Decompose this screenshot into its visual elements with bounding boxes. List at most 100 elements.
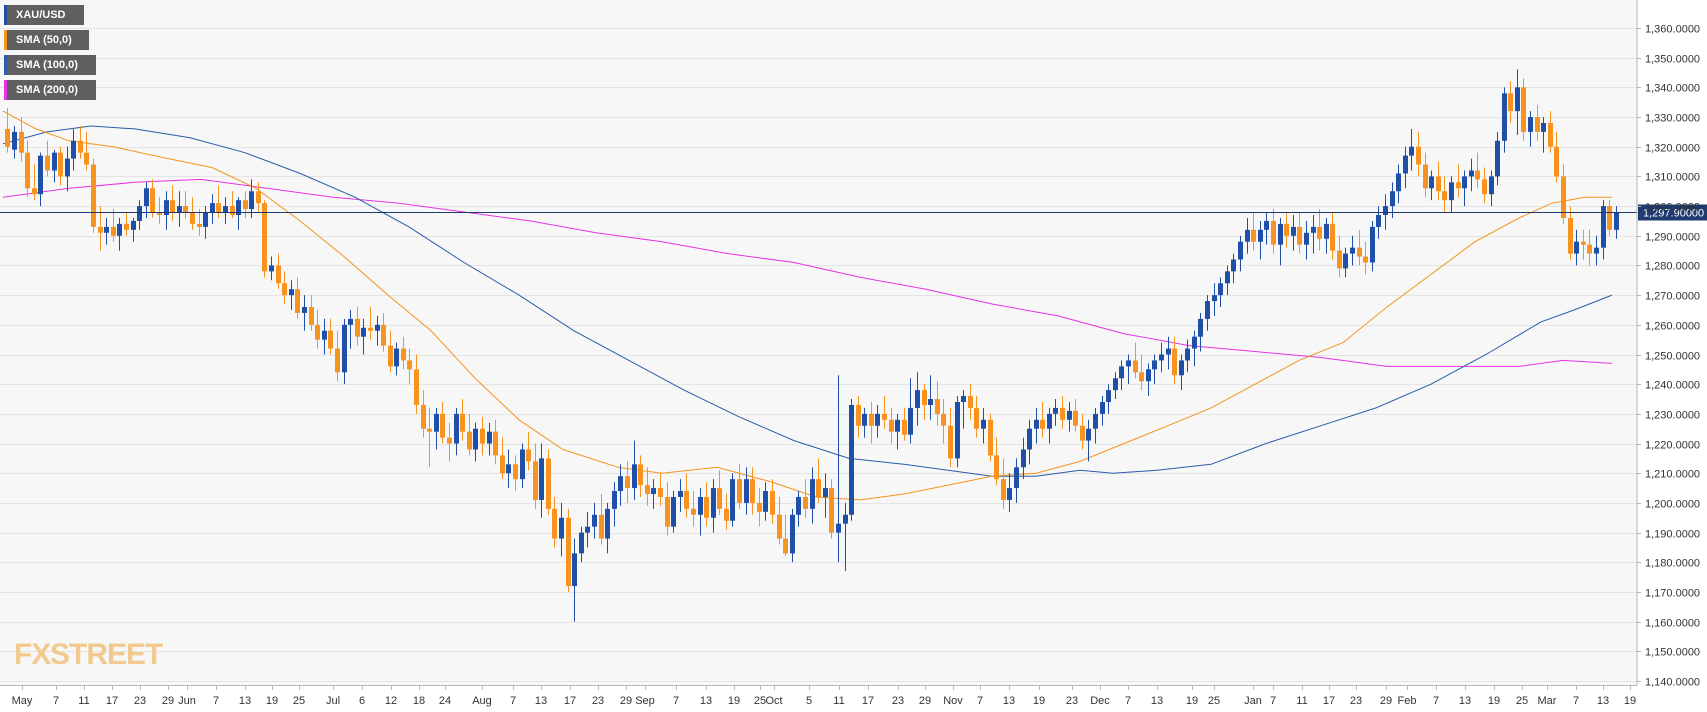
x-tick-label: Jul: [326, 695, 340, 707]
candle: [104, 217, 109, 245]
candle: [1212, 283, 1217, 316]
candle-body: [1126, 360, 1131, 367]
candle-body: [994, 455, 999, 480]
candle: [612, 482, 617, 527]
candle-body: [974, 407, 979, 429]
candle: [816, 458, 821, 503]
sma-200-line: [2, 178, 1613, 367]
candle-body: [605, 508, 610, 539]
candle-body: [816, 479, 821, 497]
candle: [902, 407, 907, 441]
candle-body: [401, 348, 406, 361]
candle-body: [783, 538, 788, 554]
grid: [0, 28, 1637, 682]
candle: [1139, 354, 1144, 391]
candle: [262, 200, 267, 278]
candle: [1021, 437, 1026, 480]
candle: [882, 396, 887, 429]
candle: [1469, 158, 1474, 192]
y-tick-label: 1,160.0000: [1645, 618, 1700, 630]
candle-body: [684, 491, 689, 509]
x-tick-label: Jan: [1244, 695, 1262, 707]
candle: [1601, 200, 1606, 260]
legend-label: XAU/USD: [16, 9, 66, 21]
candle-body: [618, 476, 623, 492]
candle-body: [750, 479, 755, 503]
legend-item[interactable]: SMA (200,0): [4, 80, 96, 100]
candle-body: [1429, 176, 1434, 189]
candle-body: [1554, 146, 1559, 177]
legend-item[interactable]: SMA (50,0): [4, 30, 89, 50]
y-tick-label: 1,360.0000: [1645, 24, 1700, 36]
x-tick-label: 7: [1125, 695, 1131, 707]
candle: [994, 437, 999, 486]
candle: [658, 473, 663, 506]
candle-body: [638, 464, 643, 486]
candle-body: [513, 464, 518, 480]
candle: [421, 390, 426, 438]
candle: [671, 491, 676, 533]
candle-body: [1423, 164, 1428, 189]
legend-item[interactable]: SMA (100,0): [4, 55, 96, 75]
candle-body: [348, 318, 353, 325]
candle-body: [843, 514, 848, 524]
candle: [1594, 235, 1599, 266]
candle-body: [1324, 223, 1329, 239]
legend-swatch: [4, 30, 7, 50]
candle: [1561, 164, 1566, 224]
candle: [955, 396, 960, 468]
candle: [1297, 212, 1302, 254]
candle: [1324, 217, 1329, 254]
candle-body: [1449, 182, 1454, 201]
candle-body: [711, 488, 716, 518]
candle: [480, 416, 485, 456]
candle: [1482, 167, 1487, 204]
candle-body: [1594, 247, 1599, 254]
x-tick-label: 7: [673, 695, 679, 707]
legend-swatch: [4, 5, 7, 25]
candle-body: [1521, 87, 1526, 132]
candle-body: [1416, 146, 1421, 165]
candle: [618, 464, 623, 506]
y-tick-label: 1,280.0000: [1645, 261, 1700, 273]
candle-body: [1212, 295, 1217, 302]
legend-item[interactable]: XAU/USD: [4, 5, 84, 25]
candle: [1034, 407, 1039, 444]
x-tick-label: 13: [700, 695, 712, 707]
candle-body: [1515, 87, 1520, 112]
candle-body: [111, 226, 116, 236]
candle: [1284, 212, 1289, 248]
plot-area[interactable]: [0, 0, 1637, 685]
x-tick-label: 23: [592, 695, 604, 707]
candle: [1179, 354, 1184, 391]
candle: [737, 464, 742, 509]
x-tick-label: 12: [385, 695, 397, 707]
x-tick-label: 29: [620, 695, 632, 707]
candle: [572, 538, 577, 622]
candle-body: [1297, 226, 1302, 245]
x-tick-label: 19: [1624, 695, 1636, 707]
x-tick-label: 17: [862, 695, 874, 707]
candle-body: [1021, 449, 1026, 468]
candle: [1192, 330, 1197, 367]
candle-body: [1159, 354, 1164, 361]
candle-body: [836, 523, 841, 533]
candle-body: [137, 206, 142, 221]
candle: [599, 494, 604, 545]
candle-body: [1100, 401, 1105, 414]
candle-body: [579, 532, 584, 554]
candle-body: [487, 431, 492, 444]
candle: [961, 390, 966, 429]
candle: [1462, 170, 1467, 207]
y-tick-label: 1,150.0000: [1645, 647, 1700, 659]
candle: [730, 473, 735, 527]
candle-body: [671, 496, 676, 527]
candle-body: [197, 223, 202, 227]
candle: [941, 399, 946, 444]
candle-body: [467, 431, 472, 450]
candle: [407, 348, 412, 385]
candle: [98, 206, 103, 251]
candle-body: [38, 155, 43, 195]
candle: [1040, 401, 1045, 438]
